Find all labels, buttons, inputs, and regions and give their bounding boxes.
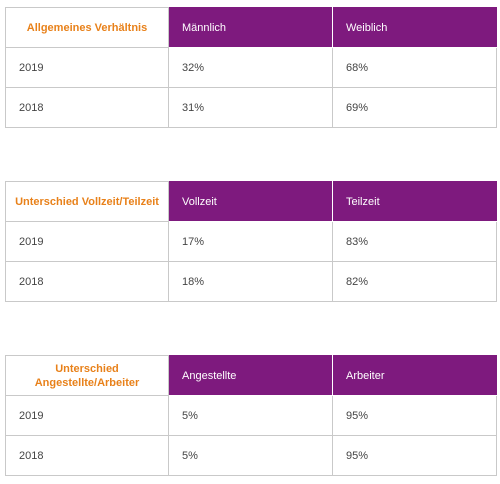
table-row: 2019 5% 95% <box>5 395 497 436</box>
employee-worker-table: Unterschied Angestellte/Arbeiter Angestel… <box>5 355 497 476</box>
table-row: 2019 17% 83% <box>5 221 497 262</box>
column-header: Teilzeit <box>332 181 497 222</box>
table-title-line2: Angestellte/Arbeiter <box>34 376 140 389</box>
table-header-row: Unterschied Angestellte/Arbeiter Angestel… <box>5 355 497 396</box>
value-cell: 68% <box>332 47 497 88</box>
value-cell: 5% <box>168 435 333 476</box>
value-cell: 95% <box>332 395 497 436</box>
value-cell: 5% <box>168 395 333 436</box>
column-header: Angestellte <box>168 355 333 396</box>
column-header: Weiblich <box>332 7 497 48</box>
column-header: Vollzeit <box>168 181 333 222</box>
year-cell: 2018 <box>5 87 169 128</box>
table-row: 2018 31% 69% <box>5 87 497 128</box>
table-title-line1: Unterschied <box>55 362 119 375</box>
table-title: Unterschied Angestellte/Arbeiter <box>5 355 169 396</box>
value-cell: 18% <box>168 261 333 302</box>
fulltime-parttime-table: Unterschied Vollzeit/Teilzeit Vollzeit T… <box>5 181 497 302</box>
column-header: Arbeiter <box>332 355 497 396</box>
value-cell: 83% <box>332 221 497 262</box>
value-cell: 32% <box>168 47 333 88</box>
year-cell: 2018 <box>5 435 169 476</box>
value-cell: 17% <box>168 221 333 262</box>
year-cell: 2019 <box>5 395 169 436</box>
column-header: Männlich <box>168 7 333 48</box>
year-cell: 2019 <box>5 221 169 262</box>
table-row: 2019 32% 68% <box>5 47 497 88</box>
gender-ratio-table: Allgemeines Verhältnis Männlich Weiblich… <box>5 7 497 128</box>
table-row: 2018 18% 82% <box>5 261 497 302</box>
table-row: 2018 5% 95% <box>5 435 497 476</box>
value-cell: 69% <box>332 87 497 128</box>
table-title: Unterschied Vollzeit/Teilzeit <box>5 181 169 222</box>
year-cell: 2018 <box>5 261 169 302</box>
value-cell: 31% <box>168 87 333 128</box>
table-header-row: Allgemeines Verhältnis Männlich Weiblich <box>5 7 497 48</box>
value-cell: 82% <box>332 261 497 302</box>
table-title: Allgemeines Verhältnis <box>5 7 169 48</box>
table-header-row: Unterschied Vollzeit/Teilzeit Vollzeit T… <box>5 181 497 222</box>
year-cell: 2019 <box>5 47 169 88</box>
value-cell: 95% <box>332 435 497 476</box>
